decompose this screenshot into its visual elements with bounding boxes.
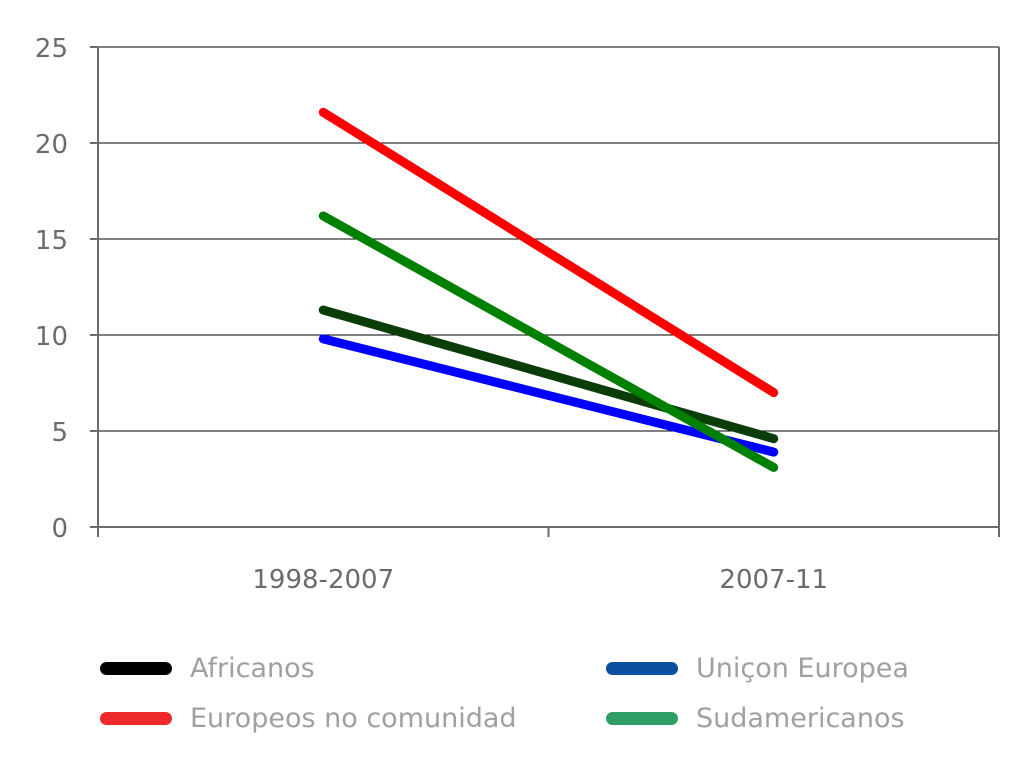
y-tick-label-10: 10 bbox=[35, 322, 68, 352]
y-axis-ticks: 0 5 10 15 20 25 bbox=[35, 34, 98, 544]
y-tick-label-0: 0 bbox=[51, 514, 68, 544]
series-line-africanos bbox=[318, 305, 779, 444]
y-tick-label-5: 5 bbox=[51, 418, 68, 448]
series-line-sudamericanos bbox=[318, 211, 779, 472]
y-tick-label-20: 20 bbox=[35, 130, 68, 160]
y-tick-label-15: 15 bbox=[35, 226, 68, 256]
gridlines bbox=[98, 46, 999, 432]
x-tick-label-1998-2007: 1998-2007 bbox=[252, 565, 394, 595]
series-line-europeos-no-comunidad bbox=[318, 107, 779, 398]
x-axis-ticks: 1998-2007 2007-11 bbox=[97, 527, 1000, 595]
axes bbox=[97, 47, 1000, 528]
series-line-unicon-europea bbox=[318, 334, 779, 457]
y-tick-label-25: 25 bbox=[35, 34, 68, 64]
series-lines bbox=[318, 107, 779, 472]
x-tick-label-2007-11: 2007-11 bbox=[719, 565, 828, 595]
